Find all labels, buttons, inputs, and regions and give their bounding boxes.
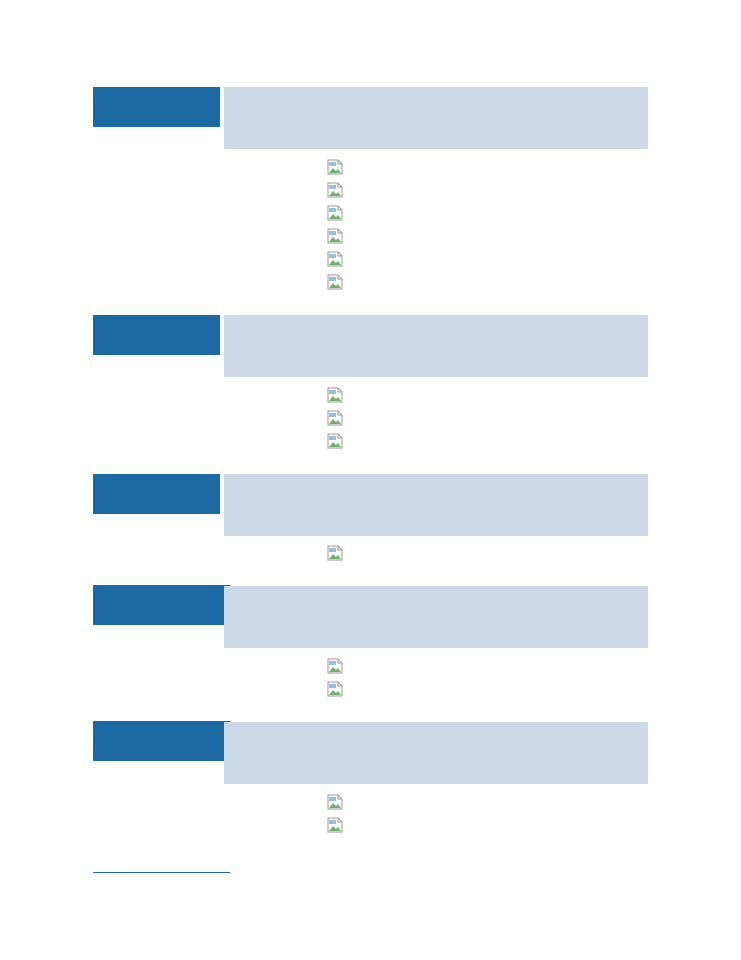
broken-image-icon [327,228,344,245]
section-5-tab [93,721,230,761]
broken-image-icon [327,274,344,291]
section-4-band [224,586,648,648]
broken-image-icon [327,387,344,404]
section-2-tab [93,315,220,355]
section-1-tab [93,87,220,127]
broken-image-icon [327,433,344,450]
broken-image-icon [327,681,344,698]
broken-image-icon [327,159,344,176]
section-1-band [224,87,648,149]
broken-image-icon [327,817,344,834]
broken-image-icon [327,794,344,811]
broken-image-icon [327,545,344,562]
broken-image-icon [327,410,344,427]
broken-image-icon [327,205,344,222]
footnote-separator [93,872,230,873]
section-2-band [224,315,648,377]
section-3-tab [93,474,220,514]
broken-image-icon [327,658,344,675]
section-3-band [224,474,648,536]
section-5-band [224,722,648,784]
section-4-tab [93,585,230,625]
broken-image-icon [327,182,344,199]
broken-image-icon [327,251,344,268]
